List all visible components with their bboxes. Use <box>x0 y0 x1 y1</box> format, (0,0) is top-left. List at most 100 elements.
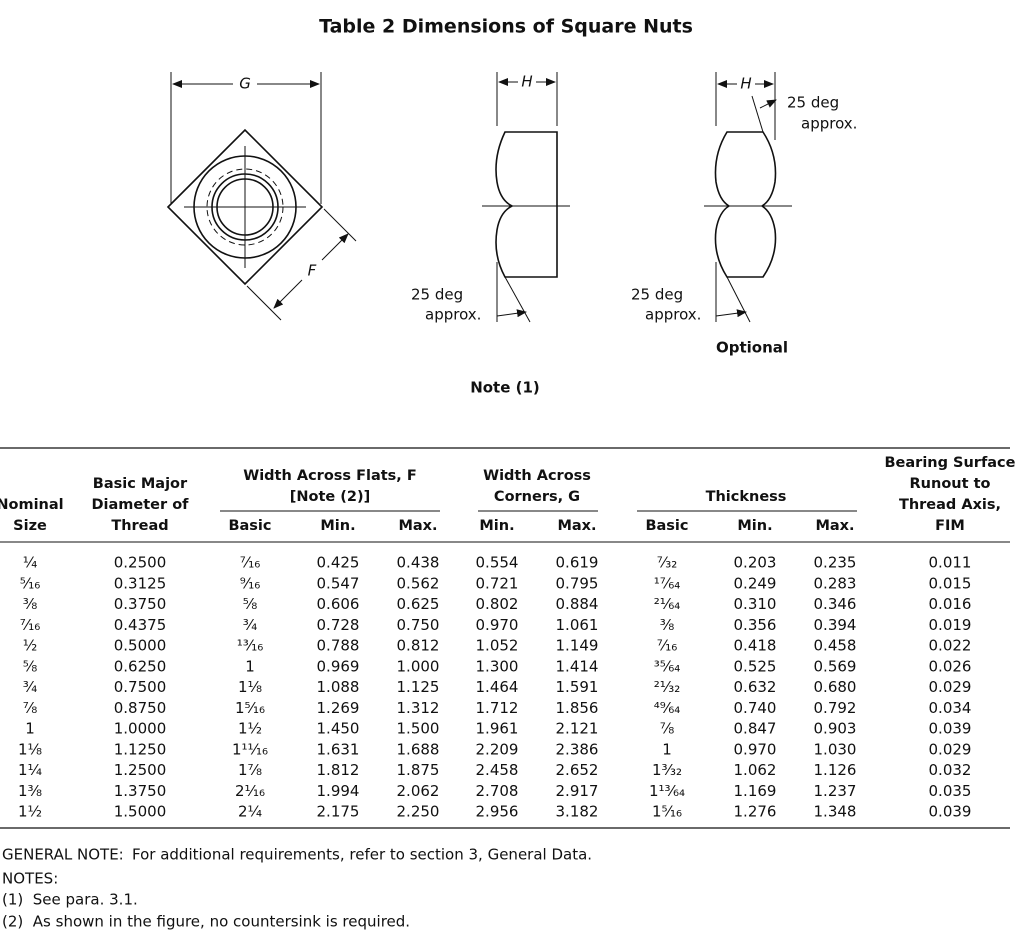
angle-label: approx. <box>425 306 481 324</box>
table-cell: ⁵⁄₈ <box>23 657 38 675</box>
table-cell: 1.125 <box>397 678 440 696</box>
table-cell: 0.847 <box>734 720 777 738</box>
table-cell: 1⁵⁄₁₆ <box>235 699 265 717</box>
dimension-label: F <box>308 262 317 280</box>
angle-label: 25 deg <box>787 94 839 112</box>
table-cell: ¹³⁄₁₆ <box>237 637 264 655</box>
table-cell: ²¹⁄₆₄ <box>654 595 681 613</box>
table-cell: ³⁵⁄₆₄ <box>654 657 681 675</box>
table-cell: 0.5000 <box>114 637 167 655</box>
angle-arrow <box>496 309 527 318</box>
table-cell: 0.3750 <box>114 595 167 613</box>
table-cell: 0.2500 <box>114 554 167 572</box>
table-cell: ⁵⁄₁₆ <box>20 574 41 592</box>
table-cell: 0.418 <box>734 637 777 655</box>
table-cell: 1¹⁄₈ <box>238 678 262 696</box>
table-cell: 0.039 <box>929 720 972 738</box>
table-cell: ⁷⁄₁₆ <box>20 616 41 634</box>
table-cell: 0.346 <box>814 595 857 613</box>
table-cell: ⁴⁹⁄₆₄ <box>654 699 681 717</box>
table: Nominal Size Basic Major Diameter of Thread W… <box>0 455 1016 821</box>
table-cell: 2.209 <box>476 740 519 758</box>
table-cell: 1.500 <box>397 720 440 738</box>
extension-line <box>246 285 282 321</box>
table-cell: 2.708 <box>476 782 519 800</box>
table-cell: 1.126 <box>814 761 857 779</box>
table-cell: 0.606 <box>317 595 360 613</box>
table-cell: 1.052 <box>476 637 519 655</box>
table-cell: 0.019 <box>929 616 972 634</box>
column-subheader: Min. <box>737 518 772 534</box>
table-cell: 1.631 <box>317 740 360 758</box>
table-cell: 1 <box>25 720 35 738</box>
column-subheader: Basic <box>228 518 271 534</box>
column-subheader: Max. <box>557 518 596 534</box>
side-view: H 25 deg approx. <box>411 72 570 324</box>
table-cell: 0.750 <box>397 616 440 634</box>
nut-side <box>495 131 558 278</box>
table-cell: 1 <box>245 657 255 675</box>
table-cell: 1¹⁄₈ <box>18 740 42 758</box>
table-cell: 1.312 <box>397 699 440 717</box>
column-subheader: Max. <box>815 518 854 534</box>
table-cell: ³⁄₈ <box>660 616 675 634</box>
table-cell: ⁷⁄₁₆ <box>657 637 678 655</box>
table-cell: 1.276 <box>734 803 777 821</box>
table-cell: 2.175 <box>317 803 360 821</box>
table-cell: 1.812 <box>317 761 360 779</box>
notes-title: NOTES: <box>2 870 58 888</box>
table-cell: ⁷⁄₈ <box>660 720 675 738</box>
table-cell: 0.562 <box>397 574 440 592</box>
table-cell: 1¹¹⁄₁₆ <box>232 740 268 758</box>
note: (1) See para. 3.1. <box>2 891 138 909</box>
table-cell: 0.249 <box>734 574 777 592</box>
table-cell: 1.712 <box>476 699 519 717</box>
table-cell: 1.062 <box>734 761 777 779</box>
column-header: Diameter of <box>92 497 190 513</box>
table-cell: ⁷⁄₈ <box>23 699 38 717</box>
table-cell: 1.450 <box>317 720 360 738</box>
dimension-label: H <box>740 75 751 93</box>
table-cell: 0.970 <box>476 616 519 634</box>
table-cell: 0.039 <box>929 803 972 821</box>
table-cell: 0.795 <box>556 574 599 592</box>
table-cell: 0.625 <box>397 595 440 613</box>
column-header: Size <box>13 518 47 534</box>
title: Table 2 Dimensions of Square Nuts <box>319 16 693 38</box>
table-cell: 1.961 <box>476 720 519 738</box>
table-cell: 0.525 <box>734 657 777 675</box>
table-cell: 2.250 <box>397 803 440 821</box>
table-cell: 1.994 <box>317 782 360 800</box>
table-cell: 0.802 <box>476 595 519 613</box>
table-cell: 1.0000 <box>114 720 167 738</box>
table-cell: 0.026 <box>929 657 972 675</box>
table-cell: 0.680 <box>814 678 857 696</box>
table-cell: ³⁄₄ <box>23 678 38 696</box>
column-header: Corners, G <box>494 489 580 505</box>
table-cell: 0.029 <box>929 740 972 758</box>
table-cell: 1¹⁄₂ <box>18 803 42 821</box>
table-cell: 1.875 <box>397 761 440 779</box>
table-cell: 0.547 <box>317 574 360 592</box>
column-header: Nominal <box>0 497 64 513</box>
optional-view: H 25 deg approx. 25 deg approx. Optional <box>631 72 857 357</box>
angle-label: approx. <box>645 306 701 324</box>
table-cell: 0.903 <box>814 720 857 738</box>
table-cell: 0.310 <box>734 595 777 613</box>
table-cell: 0.6250 <box>114 657 167 675</box>
table-cell: 1.688 <box>397 740 440 758</box>
nut-outline <box>166 128 324 286</box>
table-cell: 2.386 <box>556 740 599 758</box>
table-cell: 0.8750 <box>114 699 167 717</box>
nut-side <box>714 131 777 278</box>
table-cell: 0.792 <box>814 699 857 717</box>
table-cell: 2¹⁄₄ <box>238 803 262 821</box>
angle-label: 25 deg <box>411 286 463 304</box>
table-cell: 2.917 <box>556 782 599 800</box>
table-cell: 1.464 <box>476 678 519 696</box>
table-cell: 2.458 <box>476 761 519 779</box>
table-cell: 0.740 <box>734 699 777 717</box>
table-cell: 1.030 <box>814 740 857 758</box>
table-cell: 0.203 <box>734 554 777 572</box>
table-cell: 0.438 <box>397 554 440 572</box>
